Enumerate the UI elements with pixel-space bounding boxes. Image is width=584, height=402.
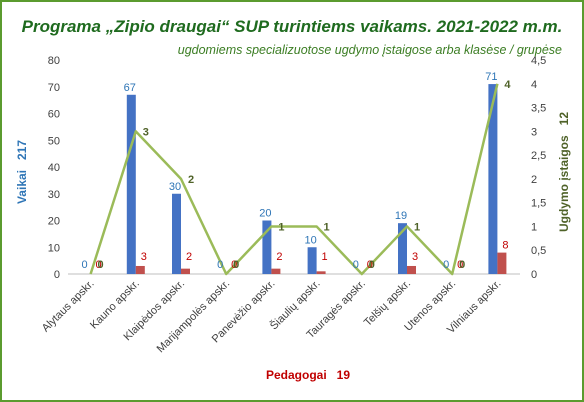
right-axis: 0 0,5 1 1,5 2 2,5 3 3,5 4 4,5 (531, 55, 546, 281)
bars-group (126, 84, 507, 275)
left-axis-tick-label: 0 (54, 269, 60, 281)
left-axis-tick-label: 50 (48, 135, 60, 147)
left-axis-label: Vaikai 217 (15, 140, 29, 204)
data-label-pedagogai: 0 (231, 259, 237, 271)
data-label-ugdymo-istaigos: 0 (459, 259, 465, 271)
data-label-ugdymo-istaigos: 0 (233, 259, 239, 271)
data-label-ugdymo-istaigos: 1 (278, 221, 284, 233)
line-series-group (89, 83, 499, 276)
right-axis-tick-label: 2,5 (531, 150, 546, 162)
bar-pedagogai (407, 265, 416, 274)
bar-vaikai (262, 220, 272, 274)
data-label-pedagogai: 0 (457, 259, 463, 271)
data-label-vaikai: 30 (169, 181, 181, 193)
line-ugdymo-istaigos (89, 83, 499, 276)
data-label-vaikai: 20 (259, 208, 271, 220)
right-axis-label: Ugdymo įstaigos 12 (557, 112, 571, 232)
bar-pedagogai (181, 268, 190, 274)
data-label-ugdymo-istaigos: 4 (504, 79, 511, 91)
data-label-vaikai: 71 (485, 71, 497, 83)
right-axis-tick-label: 0 (531, 269, 537, 281)
data-label-ugdymo-istaigos: 1 (324, 221, 330, 233)
x-axis-label: Pedagogai 19 (266, 368, 350, 382)
data-label-vaikai: 19 (395, 210, 407, 222)
chart-title: Programa „Zipio draugai“ SUP turintiems … (22, 17, 563, 36)
data-label-ugdymo-istaigos: 2 (188, 174, 194, 186)
data-label-ugdymo-istaigos: 1 (414, 221, 420, 233)
bar-vaikai (126, 94, 136, 275)
data-label-vaikai: 0 (217, 259, 223, 271)
left-axis-tick-label: 80 (48, 55, 60, 67)
data-label-vaikai: 67 (124, 82, 136, 94)
right-axis-tick-label: 1 (531, 221, 537, 233)
left-axis-tick-label: 30 (48, 189, 60, 201)
data-label-vaikai: 10 (304, 234, 316, 246)
bar-vaikai (398, 223, 407, 274)
data-label-pedagogai: 2 (186, 251, 192, 263)
bar-pedagogai (497, 252, 507, 274)
left-axis-tick-label: 20 (48, 216, 60, 228)
data-label-vaikai: 0 (443, 259, 449, 271)
right-axis-tick-label: 4 (531, 79, 537, 91)
right-axis-tick-label: 0,5 (531, 245, 546, 257)
data-label-pedagogai: 0 (367, 259, 373, 271)
right-axis-tick-label: 4,5 (531, 55, 546, 67)
bar-vaikai (172, 193, 181, 274)
data-label-ugdymo-istaigos: 0 (98, 259, 104, 271)
bar-vaikai (488, 84, 498, 274)
data-label-pedagogai: 8 (502, 240, 508, 252)
right-axis-tick-label: 1,5 (531, 198, 546, 210)
bar-pedagogai (135, 265, 145, 274)
left-axis-tick-label: 60 (48, 109, 60, 121)
right-axis-tick-label: 2 (531, 174, 537, 186)
left-axis-tick-label: 10 (48, 242, 60, 254)
bar-vaikai (307, 247, 317, 274)
data-label-vaikai: 0 (82, 259, 88, 271)
data-label-pedagogai: 3 (141, 251, 147, 263)
left-axis-tick-label: 40 (48, 162, 60, 174)
bar-pedagogai (316, 271, 326, 274)
bar-pedagogai (271, 268, 281, 274)
right-axis-tick-label: 3,5 (531, 103, 546, 115)
left-axis: 0 10 20 30 40 50 60 70 80 (48, 55, 60, 281)
data-label-vaikai: 0 (353, 259, 359, 271)
data-label-pedagogai: 2 (276, 251, 282, 263)
data-label-ugdymo-istaigos: 0 (369, 259, 375, 271)
data-label-pedagogai: 3 (412, 251, 418, 263)
left-axis-tick-label: 70 (48, 82, 60, 94)
chart-subtitle: ugdomiems specializuotose ugdymo įstaigo… (178, 43, 562, 57)
data-label-pedagogai: 0 (96, 259, 102, 271)
data-label-ugdymo-istaigos: 3 (143, 126, 149, 138)
right-axis-tick-label: 3 (531, 126, 537, 138)
data-label-pedagogai: 1 (322, 251, 328, 263)
